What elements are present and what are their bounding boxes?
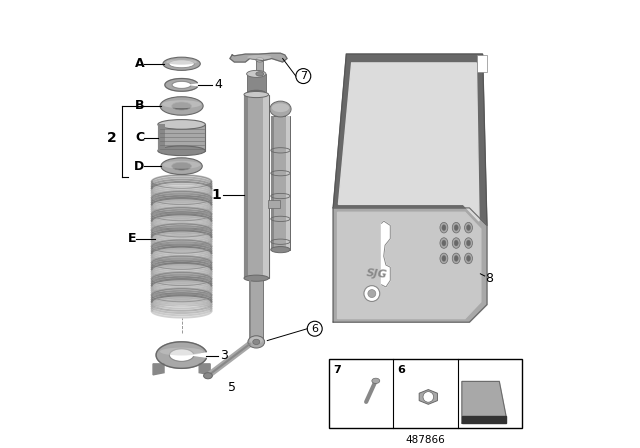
Ellipse shape (454, 240, 458, 246)
Text: 487866: 487866 (406, 435, 445, 445)
Ellipse shape (169, 60, 195, 68)
Ellipse shape (270, 101, 291, 117)
Circle shape (307, 321, 322, 336)
Bar (158, 125, 165, 151)
Text: 5: 5 (228, 381, 236, 394)
Ellipse shape (442, 225, 446, 231)
Ellipse shape (244, 91, 269, 98)
Ellipse shape (465, 238, 472, 248)
Polygon shape (333, 305, 487, 322)
Ellipse shape (440, 238, 448, 248)
Ellipse shape (465, 222, 472, 233)
Ellipse shape (162, 100, 202, 108)
Ellipse shape (247, 55, 271, 60)
Ellipse shape (467, 255, 470, 261)
Bar (249, 278, 252, 340)
Bar (256, 60, 263, 74)
Text: 3: 3 (220, 349, 228, 362)
Ellipse shape (160, 348, 204, 356)
Circle shape (368, 289, 376, 297)
Text: E: E (128, 232, 136, 245)
Ellipse shape (172, 162, 191, 170)
Text: 2: 2 (108, 130, 117, 145)
Ellipse shape (204, 373, 212, 379)
Ellipse shape (272, 103, 289, 112)
Text: 1: 1 (211, 188, 221, 202)
Text: A: A (134, 57, 144, 70)
Text: 4: 4 (214, 78, 223, 91)
Bar (244, 95, 248, 278)
Ellipse shape (467, 225, 470, 231)
Ellipse shape (250, 336, 263, 344)
Polygon shape (462, 381, 506, 423)
Bar (271, 116, 290, 250)
Bar (158, 125, 205, 151)
Ellipse shape (440, 222, 448, 233)
Bar (263, 95, 269, 278)
Ellipse shape (246, 90, 266, 97)
Bar (271, 116, 274, 250)
Text: 7: 7 (300, 71, 307, 81)
Text: D: D (134, 159, 144, 172)
Ellipse shape (158, 120, 205, 129)
Ellipse shape (246, 70, 266, 78)
Ellipse shape (166, 60, 197, 65)
Polygon shape (156, 342, 206, 368)
Text: 6: 6 (397, 365, 405, 375)
Ellipse shape (163, 161, 200, 169)
Ellipse shape (161, 158, 202, 175)
Bar (246, 74, 266, 94)
Ellipse shape (452, 253, 460, 264)
Ellipse shape (452, 222, 460, 233)
Text: C: C (135, 131, 144, 144)
Polygon shape (153, 364, 164, 375)
Ellipse shape (467, 240, 470, 246)
Ellipse shape (454, 255, 458, 261)
Polygon shape (333, 208, 487, 322)
Ellipse shape (442, 255, 446, 261)
Text: SJG: SJG (366, 268, 388, 280)
Ellipse shape (244, 275, 269, 281)
Ellipse shape (172, 102, 191, 110)
Circle shape (364, 286, 380, 302)
Polygon shape (339, 63, 479, 221)
Polygon shape (333, 54, 487, 225)
Ellipse shape (454, 225, 458, 231)
Polygon shape (462, 416, 506, 423)
Polygon shape (165, 78, 197, 91)
Bar (244, 95, 269, 278)
Ellipse shape (158, 146, 205, 155)
Ellipse shape (442, 240, 446, 246)
Polygon shape (381, 221, 390, 287)
Polygon shape (419, 390, 438, 404)
Ellipse shape (256, 72, 264, 76)
Bar (249, 278, 263, 340)
Bar (477, 55, 487, 72)
Ellipse shape (248, 336, 265, 348)
Polygon shape (337, 212, 481, 319)
Text: B: B (135, 99, 144, 112)
Text: 7: 7 (333, 365, 341, 375)
Circle shape (296, 69, 311, 83)
Ellipse shape (372, 378, 380, 383)
Ellipse shape (253, 339, 260, 345)
Text: 6: 6 (311, 324, 318, 334)
Ellipse shape (163, 57, 200, 70)
Polygon shape (230, 53, 287, 62)
Bar (268, 200, 280, 208)
Ellipse shape (271, 246, 290, 253)
Ellipse shape (160, 97, 203, 115)
Circle shape (423, 392, 433, 402)
Ellipse shape (440, 253, 448, 264)
Polygon shape (199, 364, 210, 375)
Ellipse shape (256, 58, 264, 62)
Bar (286, 116, 290, 250)
Ellipse shape (452, 238, 460, 248)
Text: 8: 8 (484, 271, 493, 284)
Bar (329, 359, 522, 427)
Ellipse shape (465, 253, 472, 264)
